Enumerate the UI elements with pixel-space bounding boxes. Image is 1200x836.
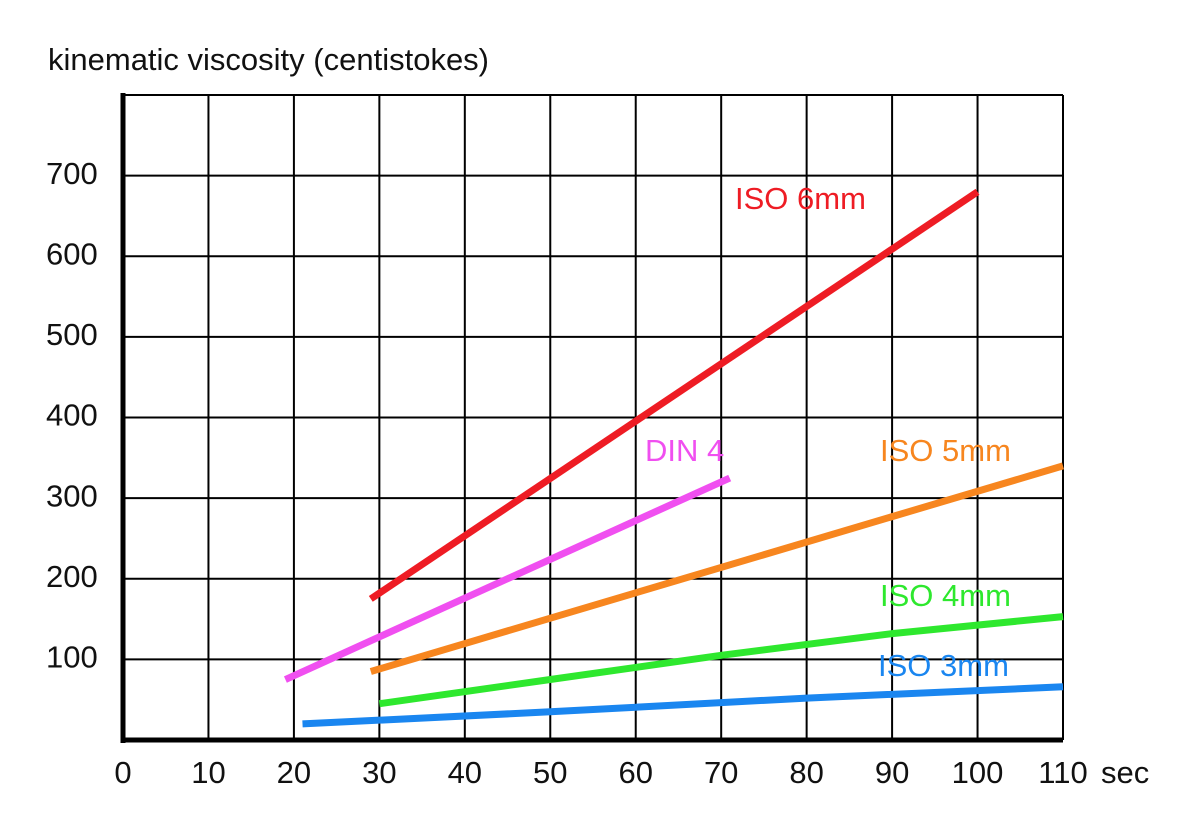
y-tick-label: 100 (46, 640, 98, 675)
series-line (369, 462, 1064, 675)
y-axis-label: kinematic viscosity (centistokes) (48, 42, 489, 77)
x-tick-label: 40 (448, 755, 482, 790)
series-line (378, 613, 1064, 708)
series-line (302, 683, 1064, 728)
x-tick-label: 80 (789, 755, 823, 790)
series-line (283, 474, 732, 683)
x-tick-label: 70 (704, 755, 738, 790)
series-label: ISO 6mm (735, 181, 866, 216)
x-tick-label: 0 (114, 755, 131, 790)
y-tick-label: 400 (46, 398, 98, 433)
x-tick-label: 100 (952, 755, 1004, 790)
series-label: ISO 3mm (878, 648, 1009, 683)
y-tick-label: 700 (46, 156, 98, 191)
y-tick-label: 500 (46, 317, 98, 352)
series-label: ISO 4mm (880, 578, 1011, 613)
x-tick-label: 10 (191, 755, 225, 790)
series-label: ISO 5mm (880, 433, 1011, 468)
x-tick-label: 60 (618, 755, 652, 790)
x-axis-unit: sec (1101, 755, 1149, 790)
x-tick-label: 110 (1038, 755, 1087, 790)
x-tick-label: 20 (277, 755, 311, 790)
x-tick-label: 90 (875, 755, 909, 790)
series-label: DIN 4 (645, 433, 724, 468)
series-line (368, 188, 980, 602)
x-tick-label: 30 (362, 755, 396, 790)
y-tick-label: 200 (46, 559, 98, 594)
y-tick-label: 600 (46, 236, 98, 271)
y-tick-label: 300 (46, 478, 98, 513)
x-tick-label: 50 (533, 755, 567, 790)
